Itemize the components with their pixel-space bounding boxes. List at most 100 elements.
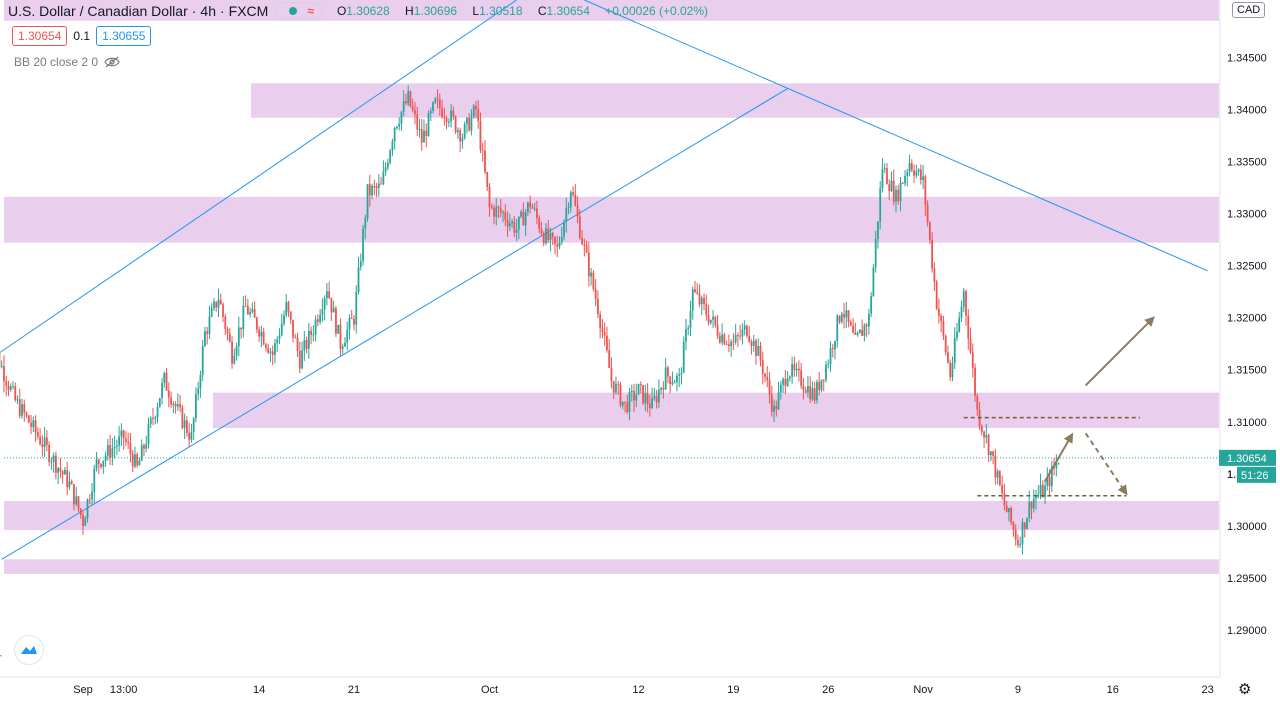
candle-body	[436, 98, 439, 100]
candle-body	[434, 98, 437, 103]
candle-body	[610, 367, 613, 381]
candle-body	[953, 337, 956, 364]
candle-body	[321, 309, 324, 315]
candle-body	[371, 186, 373, 196]
candle-body	[974, 367, 976, 396]
candle-body	[831, 348, 834, 350]
candle-body	[136, 454, 139, 466]
candle-body	[330, 297, 333, 313]
candle-body	[64, 469, 66, 475]
candle-body	[77, 496, 80, 509]
candle-body	[757, 346, 760, 356]
candle-body	[292, 319, 294, 338]
candle-body	[529, 202, 532, 208]
time-axis[interactable]: Sep 13:00 14 21 Oct 12 19 26 Nov 9 16 23	[0, 676, 1220, 702]
candle-body	[727, 344, 730, 347]
candle-body	[499, 208, 502, 213]
candle-body	[721, 334, 724, 343]
candle-body	[858, 329, 861, 334]
candle-body	[407, 91, 410, 104]
ohlc-values: O1.30628 H1.30696 L1.30518 C1.30654 +0.0…	[337, 4, 714, 18]
price-axis[interactable]: 1.34500 1.34000 1.33500 1.33000 1.32500 1.320…	[1219, 0, 1280, 702]
candle-body	[479, 120, 482, 150]
indicator-legend[interactable]: BB 20 close 2 0	[14, 55, 120, 69]
candle-body	[782, 379, 784, 385]
candle-body	[249, 311, 252, 315]
candle-body	[723, 334, 726, 345]
candle-body	[82, 514, 84, 526]
candle-body	[344, 342, 346, 347]
candle-body	[470, 116, 473, 131]
high-label: H	[405, 4, 414, 18]
eye-off-icon[interactable]	[104, 56, 120, 68]
candle-body	[255, 317, 258, 330]
y-tick-label: 1.31000	[1227, 417, 1267, 429]
candle-body	[163, 372, 166, 384]
gear-icon[interactable]: ⚙	[1238, 681, 1252, 698]
candle-body	[237, 327, 240, 347]
candle-body	[456, 130, 459, 133]
candle-body	[149, 418, 152, 425]
candle-body	[922, 176, 924, 180]
candle-body	[825, 365, 827, 381]
y-tick-partial: 1.	[1227, 469, 1236, 481]
candle-body	[533, 208, 536, 210]
candle-body	[88, 499, 91, 501]
candle-body	[856, 333, 859, 335]
candle-body	[786, 378, 789, 386]
candle-body	[267, 347, 270, 353]
candle-body	[890, 180, 893, 192]
candle-body	[16, 399, 19, 401]
candle-body	[1026, 518, 1028, 529]
close-value: 1.30654	[546, 4, 590, 18]
quote-buttons: 1.30654 0.1 1.30655	[12, 26, 152, 46]
candle-body	[691, 289, 694, 311]
candle-body	[484, 150, 486, 173]
indicator-label[interactable]: BB 20 close 2 0	[14, 55, 99, 69]
candle-body	[836, 315, 839, 342]
zone-4	[4, 500, 1219, 531]
candle-body	[870, 296, 873, 314]
candle-body	[493, 207, 495, 217]
symbol-title[interactable]: U.S. Dollar / Canadian Dollar	[8, 3, 188, 19]
candle-body	[384, 167, 387, 172]
candle-body	[705, 304, 708, 315]
candle-body	[928, 222, 931, 241]
candle-body	[418, 128, 421, 130]
candle-body	[9, 386, 12, 390]
candle-body	[989, 451, 992, 456]
candle-body	[515, 229, 518, 233]
sell-button[interactable]: 1.30654	[12, 26, 68, 46]
candle-body	[797, 368, 800, 371]
market-status-pill[interactable]: ≈	[276, 2, 323, 20]
candle-body	[346, 329, 349, 343]
candle-body	[748, 336, 751, 342]
buy-button[interactable]: 1.30655	[96, 26, 152, 46]
candle-body	[192, 418, 195, 433]
interval-label[interactable]: 4h	[200, 3, 216, 19]
candle-body	[807, 385, 809, 393]
candle-body	[366, 184, 369, 219]
currency-button[interactable]: CAD	[1232, 2, 1266, 18]
header-separator-2: ·	[220, 3, 225, 19]
candle-body	[481, 149, 484, 151]
tradingview-logo-icon[interactable]	[14, 635, 44, 665]
candle-body	[583, 244, 586, 246]
candle-body	[947, 352, 949, 363]
candle-body	[486, 172, 489, 188]
candle-body	[791, 364, 794, 377]
candle-body	[820, 379, 823, 391]
zones	[4, 0, 1219, 574]
candle-body	[628, 392, 631, 413]
candle-body	[1048, 477, 1051, 487]
candle-body	[868, 313, 870, 327]
candle-body	[296, 337, 299, 351]
candle-body	[919, 169, 922, 180]
candle-body	[603, 331, 606, 336]
candle-body	[409, 91, 412, 107]
candle-body	[348, 317, 351, 330]
candle-body	[197, 388, 200, 395]
candle-body	[578, 216, 581, 238]
